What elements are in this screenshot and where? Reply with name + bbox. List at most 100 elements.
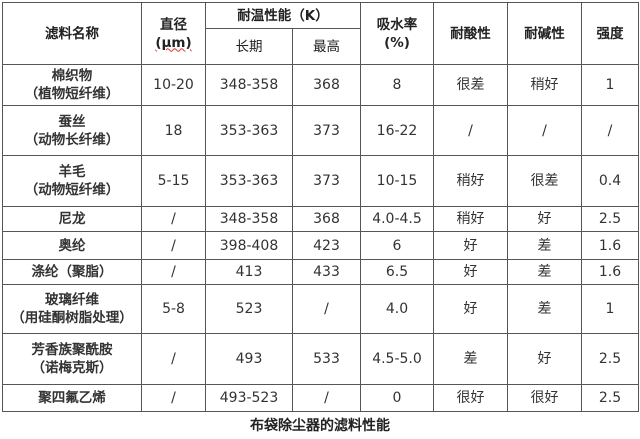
table-row: 芳香族聚酰胺 （诺梅克斯） /493 533 4.5-5.0 差好 2.5 — [2, 333, 639, 385]
alkali-cell: 稍好 — [507, 64, 582, 106]
diameter-cell: / — [141, 206, 206, 232]
header-name: 滤料名称 — [2, 2, 142, 65]
material-subtitle: （用硅酮树脂处理） — [11, 310, 133, 326]
material-subtitle: （植物短纤维） — [24, 86, 120, 102]
alkali-cell: 很差 — [507, 155, 582, 207]
header-subrow: 长期 最高 — [3, 28, 639, 65]
diameter-cell: 5-8 — [141, 284, 206, 334]
max-cell: / — [292, 384, 361, 412]
table-row: 涤纶（聚脂） /413 433 6.5 好差 1.6 — [2, 259, 639, 285]
header-temp: 耐温性能（K） — [205, 2, 361, 29]
strength-cell: 1.6 — [581, 231, 639, 260]
header-temp-long: 长期 — [205, 28, 293, 65]
table-row: 玻璃纤维 （用硅酮树脂处理） 5-8 523/4.0 好差 1 — [2, 284, 639, 334]
header-acid: 耐酸性 — [433, 2, 508, 65]
material-name: 蚕丝 — [58, 113, 86, 130]
long-cell: 398-408 — [205, 231, 293, 260]
max-cell: 373 — [292, 155, 361, 207]
acid-cell: 稍好 — [433, 155, 508, 207]
acid-cell: 好 — [433, 259, 508, 285]
acid-cell: / — [433, 105, 508, 156]
material-name: 羊毛 — [58, 164, 86, 180]
acid-cell: 很差 — [433, 64, 508, 106]
material-name-cell: 尼龙 — [2, 206, 142, 232]
long-cell: 493 — [205, 333, 293, 385]
long-cell: 353-363 — [205, 155, 293, 207]
material-name-cell: 玻璃纤维 （用硅酮树脂处理） — [2, 284, 142, 334]
alkali-cell: 差 — [507, 259, 582, 285]
table-row: 奥纶 /398-408 423 6 好差 1.6 — [2, 231, 639, 260]
filter-material-table: 滤料名称 直径 (μm) 耐温性能（K） 吸水率 (%) 耐酸性 耐碱性 强度 长期… — [2, 2, 639, 412]
alkali-cell: 差 — [507, 284, 582, 334]
water-cell: 4.0 — [360, 284, 434, 334]
header-diameter: 直径 (μm) — [141, 2, 206, 65]
material-name: 玻璃纤维 — [45, 292, 99, 308]
max-cell: 423 — [292, 231, 361, 260]
long-cell: 523 — [205, 284, 293, 334]
diameter-cell: / — [141, 333, 206, 385]
strength-cell: 2.5 — [581, 384, 639, 412]
material-name: 奥纶 — [58, 237, 86, 254]
material-subtitle: （动物短纤维） — [24, 182, 120, 198]
acid-cell: 稍好 — [433, 206, 508, 232]
material-subtitle: （诺梅克斯） — [31, 360, 113, 376]
material-subtitle: （动物长纤维） — [24, 131, 120, 148]
header-water: 吸水率 (%) — [360, 2, 434, 65]
material-name-cell: 羊毛 （动物短纤维） — [2, 155, 142, 207]
acid-cell: 很好 — [433, 384, 508, 412]
acid-cell: 差 — [433, 333, 508, 385]
header-diameter-label: 直径 — [160, 16, 187, 33]
table-row: 棉织物 （植物短纤维） 10-20 348-358 368 8 很差 稍好 1 — [2, 64, 639, 106]
table-row: 羊毛 （动物短纤维） 5-15 353-363 373 10-15 稍好 很差 0.4 — [2, 155, 639, 207]
max-cell: / — [292, 284, 361, 334]
water-cell: 6.5 — [360, 259, 434, 285]
material-name: 尼龙 — [58, 211, 86, 227]
max-cell: 533 — [292, 333, 361, 385]
diameter-cell: / — [141, 384, 206, 412]
header-diameter-unit: (μm) — [155, 34, 192, 51]
acid-cell: 好 — [433, 284, 508, 334]
table-row: 蚕丝 （动物长纤维） 18 353-363 373 16-22// / — [2, 105, 639, 156]
water-cell: 16-22 — [360, 105, 434, 156]
strength-cell: 2.5 — [581, 333, 639, 385]
material-name-cell: 涤纶（聚脂） — [2, 259, 142, 285]
strength-cell: 1 — [581, 64, 639, 106]
water-cell: 4.0-4.5 — [360, 206, 434, 232]
long-cell: 493-523 — [205, 384, 293, 412]
material-name: 棉织物 — [51, 68, 93, 84]
diameter-cell: 5-15 — [141, 155, 206, 207]
header-temp-max: 最高 — [292, 28, 361, 65]
header-strength: 强度 — [581, 2, 639, 65]
strength-cell: / — [581, 105, 639, 156]
water-cell: 4.5-5.0 — [360, 333, 434, 385]
max-cell: 433 — [292, 259, 361, 285]
max-cell: 368 — [292, 64, 361, 106]
table-row: 聚四氟乙烯/493-523/0 很好 很好 2.5 — [2, 384, 639, 412]
header-water-unit: (%) — [384, 34, 410, 51]
material-name-cell: 聚四氟乙烯 — [2, 384, 142, 412]
alkali-cell: / — [507, 105, 582, 156]
acid-cell: 好 — [433, 231, 508, 260]
water-cell: 10-15 — [360, 155, 434, 207]
diameter-cell: 10-20 — [141, 64, 206, 106]
strength-cell: 1.6 — [581, 259, 639, 285]
diameter-cell: 18 — [141, 105, 206, 156]
water-cell: 6 — [360, 231, 434, 260]
alkali-cell: 很好 — [507, 384, 582, 412]
alkali-cell: 好 — [507, 206, 582, 232]
header-alkali: 耐碱性 — [507, 2, 582, 65]
material-name: 涤纶（聚脂） — [31, 264, 113, 280]
material-name: 聚四氟乙烯 — [38, 390, 106, 406]
material-name: 芳香族聚酰胺 — [31, 342, 113, 358]
strength-cell: 1 — [581, 284, 639, 334]
water-cell: 8 — [360, 64, 434, 106]
long-cell: 353-363 — [205, 105, 293, 156]
diameter-cell: / — [141, 259, 206, 285]
long-cell: 348-358 — [205, 64, 293, 106]
material-name-cell: 蚕丝 （动物长纤维） — [2, 105, 142, 156]
material-name-cell: 芳香族聚酰胺 （诺梅克斯） — [2, 333, 142, 385]
alkali-cell: 好 — [507, 333, 582, 385]
long-cell: 348-358 — [205, 206, 293, 232]
diameter-cell: / — [141, 231, 206, 260]
strength-cell: 0.4 — [581, 155, 639, 207]
